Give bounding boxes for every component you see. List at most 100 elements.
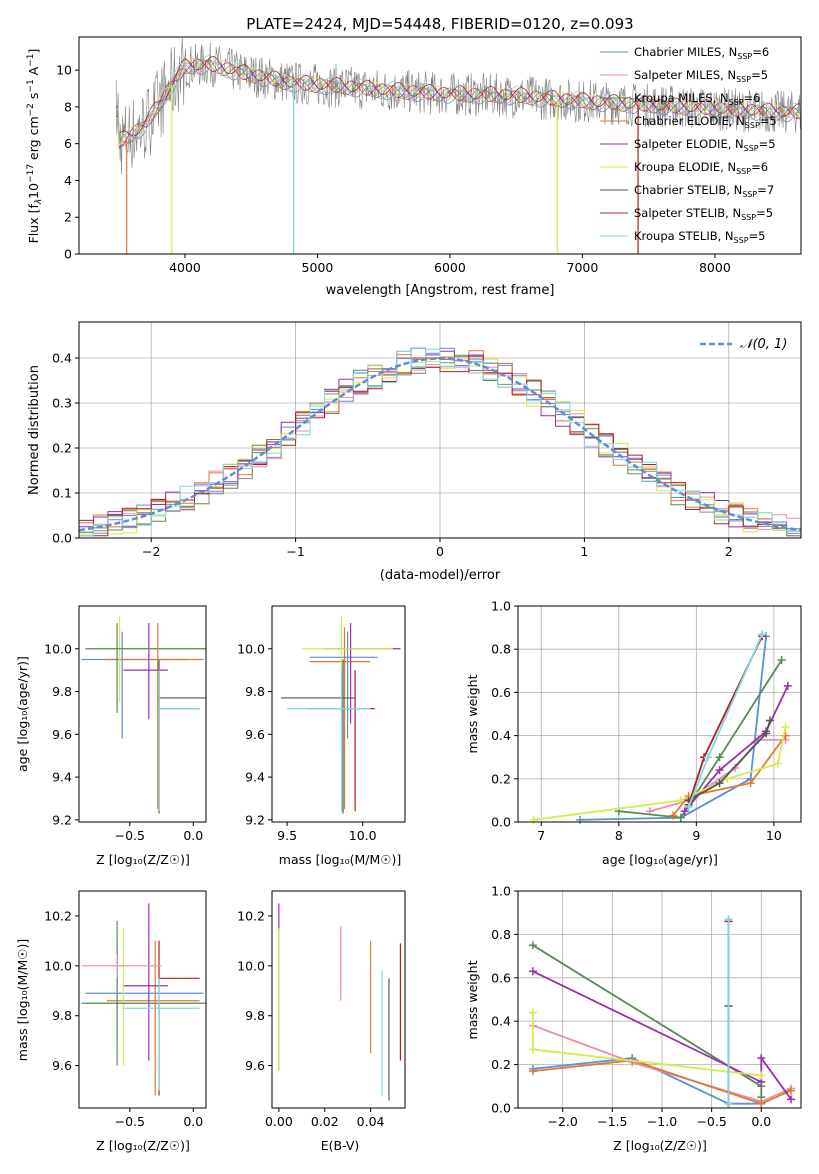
spectrum-xtick-label: 4000 (169, 260, 201, 275)
mass-vs-ebv-ytick-label: 9.6 (245, 1058, 265, 1073)
weight-vs-age-marker (715, 766, 724, 775)
residuals-axes (78, 321, 802, 539)
mass-vs-ebv-ytick-label: 10.2 (237, 908, 265, 923)
age-vs-z-xtick-label: −0.5 (115, 828, 145, 843)
weight-vs-z-ytick-label: 0.8 (491, 927, 511, 942)
spectrum-lines (115, 37, 801, 254)
spectrum-yticks: 0 2 4 6 8 10 (56, 63, 79, 262)
legend-sub: SSP (736, 167, 751, 176)
legend-sub: SSP (734, 236, 749, 245)
legend-sub: SSP (741, 213, 756, 222)
weight-vs-z-marker (528, 1008, 537, 1017)
weight-vs-z-marker (528, 1067, 537, 1076)
weight-vs-age-line (579, 636, 767, 821)
weight-vs-z-marker (757, 1054, 766, 1063)
weight-vs-age-marker (676, 813, 685, 822)
weight-vs-age-line (688, 720, 771, 802)
normal-curve (79, 357, 801, 532)
weight-vs-z-line (532, 1057, 762, 1105)
residuals-xlabel: (data-model)/error (380, 568, 501, 583)
weight-vs-z-ytick-label: 0.6 (491, 970, 511, 985)
legend-label: Salpeter STELIB, NSSP=5 (634, 206, 773, 222)
spectrum-legend: Chabrier MILES, NSSP=6 Salpeter MILES, NS… (600, 45, 777, 245)
spectrum-xticks: 4000 5000 6000 7000 8000 (169, 254, 731, 275)
residuals-xtick-label: −1 (286, 544, 304, 559)
weight-vs-z-panel: −2.0 −1.5 −1.0 −0.5 0.0 0.0 0.2 0.4 0.6 0.8 1.0 Z … (465, 884, 802, 1153)
weight-vs-age-ytick-label: 0.2 (491, 771, 511, 786)
legend-label: Salpeter MILES, NSSP=5 (634, 68, 768, 84)
weight-vs-age-xtick-label: 7 (537, 828, 545, 843)
residuals-legend: 𝒩(0, 1) (700, 337, 787, 352)
residuals-xtick-label: −2 (142, 544, 160, 559)
legend-label: Chabrier STELIB, NSSP=7 (634, 183, 774, 199)
model-spectrum (115, 59, 801, 146)
weight-vs-z-marker (787, 1095, 796, 1104)
legend-sub: SSP (737, 52, 752, 61)
weight-vs-z-line (532, 1059, 792, 1105)
legend-sub: SSP (729, 98, 744, 107)
legend-sub: SSP (736, 75, 751, 84)
weight-vs-age-line (684, 685, 789, 812)
residuals-ytick-label: 0.2 (52, 441, 72, 456)
weight-vs-z-ytick-label: 1.0 (491, 884, 511, 899)
mass-vs-ebv-ytick-label: 10.0 (237, 958, 265, 973)
age-vs-mass-ytick-label: 9.2 (245, 812, 265, 827)
legend-suffix: =6 (744, 91, 761, 105)
weight-vs-age-xtick-label: 8 (615, 828, 623, 843)
weight-vs-age-marker (765, 716, 774, 725)
legend-suffix: =6 (751, 160, 768, 174)
weight-vs-z-xtick-label: 0.0 (751, 1114, 771, 1129)
legend-label: Kroupa STELIB, NSSP=5 (634, 229, 765, 245)
mass-vs-z-content: −0.5 0.0 9.6 9.8 10.0 10.2 (44, 903, 206, 1129)
spectrum-series (115, 37, 801, 254)
weight-vs-z-ytick-label: 0.2 (491, 1057, 511, 1072)
weight-vs-age-ytick-label: 0.4 (491, 728, 511, 743)
spectrum-xtick-label: 8000 (699, 260, 731, 275)
legend-sub: SSP (744, 144, 759, 153)
legend-label: Chabrier MILES, NSSP=6 (634, 45, 769, 61)
age-vs-mass-ytick-label: 9.8 (245, 684, 265, 699)
spectrum-ytick-label: 2 (64, 210, 72, 225)
weight-vs-age-marker (777, 656, 786, 664)
weight-vs-age-ylabel: mass weight (465, 674, 480, 753)
weight-vs-age-marker (529, 815, 538, 824)
weight-vs-z-marker (528, 941, 537, 950)
age-vs-mass-ytick-label: 10.0 (237, 641, 265, 656)
weight-vs-age-ytick-label: 1.0 (491, 599, 511, 614)
weight-vs-z-marker (757, 1099, 766, 1108)
weight-vs-z-ylabel: mass weight (465, 960, 480, 1039)
weight-vs-z-xtick-label: −2.0 (548, 1114, 578, 1129)
weight-vs-age-xtick-label: 10 (766, 828, 782, 843)
residuals-legend-label: 𝒩(0, 1) (740, 337, 787, 352)
mass-vs-z-ylabel: mass [log₁₀(M/M☉)] (15, 939, 30, 1061)
legend-prefix: Chabrier ELODIE, N (634, 114, 745, 128)
legend-suffix: =5 (759, 137, 776, 151)
mass-vs-z-xtick-label: 0.0 (183, 1114, 203, 1129)
mass-vs-ebv-panel: 0.00 0.02 0.04 9.6 9.8 10.0 10.2 E(B-V) (237, 890, 406, 1153)
weight-vs-z-line (532, 970, 792, 1100)
weight-vs-z-content: −2.0 −1.5 −1.0 −0.5 0.0 0.0 0.2 0.4 0.6 0.8 1.0 (491, 884, 801, 1129)
weight-vs-z-xtick-label: −1.0 (647, 1114, 677, 1129)
weight-vs-z-marker (757, 1071, 766, 1080)
spectrum-ylabel: Flux [fλ10−17 erg cm−2 s−1 A−1] (26, 49, 44, 244)
legend-label: Kroupa MILES, NSSP=6 (634, 91, 760, 107)
spectrum-panel: PLATE=2424, MJD=54448, FIBERID=0120, z=0… (26, 15, 802, 298)
legend-prefix: Kroupa ELODIE, N (634, 160, 736, 174)
legend-prefix: Salpeter ELODIE, N (634, 137, 744, 151)
weight-vs-age-ytick-label: 0.6 (491, 685, 511, 700)
weight-vs-age-marker (773, 759, 782, 768)
mass-vs-ebv-xtick-label: 0.02 (311, 1114, 339, 1129)
spectrum-xtick-label: 5000 (302, 260, 334, 275)
legend-suffix: =5 (756, 206, 773, 220)
spectrum-xtick-label: 6000 (434, 260, 466, 275)
age-vs-mass-panel: 9.5 10.0 9.2 9.4 9.6 9.8 10.0 mass [log₁₀(M/M☉… (237, 605, 406, 867)
spectrum-xtick-label: 7000 (567, 260, 599, 275)
legend-suffix: =5 (760, 114, 777, 128)
residuals-ylabel: Normed distribution (27, 365, 42, 495)
weight-vs-z-ytick-label: 0.0 (491, 1101, 511, 1116)
legend-sub: SSP (742, 190, 757, 199)
legend-prefix: Salpeter STELIB, N (634, 206, 741, 220)
age-vs-z-ytick-label: 9.2 (52, 812, 72, 827)
age-vs-mass-ytick-label: 9.6 (245, 727, 265, 742)
weight-vs-z-marker (724, 1099, 733, 1108)
